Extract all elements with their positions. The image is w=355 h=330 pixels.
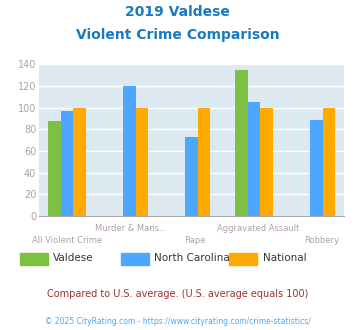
Bar [136,108,148,216]
Text: Valdese: Valdese [53,253,94,263]
Bar [198,108,211,216]
Bar [48,121,61,216]
Bar [248,102,260,216]
Text: Compared to U.S. average. (U.S. average equals 100): Compared to U.S. average. (U.S. average … [47,289,308,299]
Text: Rape: Rape [184,236,205,245]
Bar [185,137,198,216]
Text: Aggravated Assault: Aggravated Assault [217,224,299,234]
Text: All Violent Crime: All Violent Crime [32,236,102,245]
Bar [323,108,335,216]
Bar [123,86,136,216]
Bar [310,120,323,216]
Bar [260,108,273,216]
Text: Violent Crime Comparison: Violent Crime Comparison [76,28,279,42]
Bar [235,70,248,216]
Text: National: National [263,253,306,263]
Text: © 2025 CityRating.com - https://www.cityrating.com/crime-statistics/: © 2025 CityRating.com - https://www.city… [45,317,310,326]
Bar [61,111,73,216]
Text: 2019 Valdese: 2019 Valdese [125,5,230,19]
Text: Robbery: Robbery [304,236,339,245]
Bar [73,108,86,216]
Text: North Carolina: North Carolina [154,253,230,263]
Text: Murder & Mans...: Murder & Mans... [95,224,167,234]
